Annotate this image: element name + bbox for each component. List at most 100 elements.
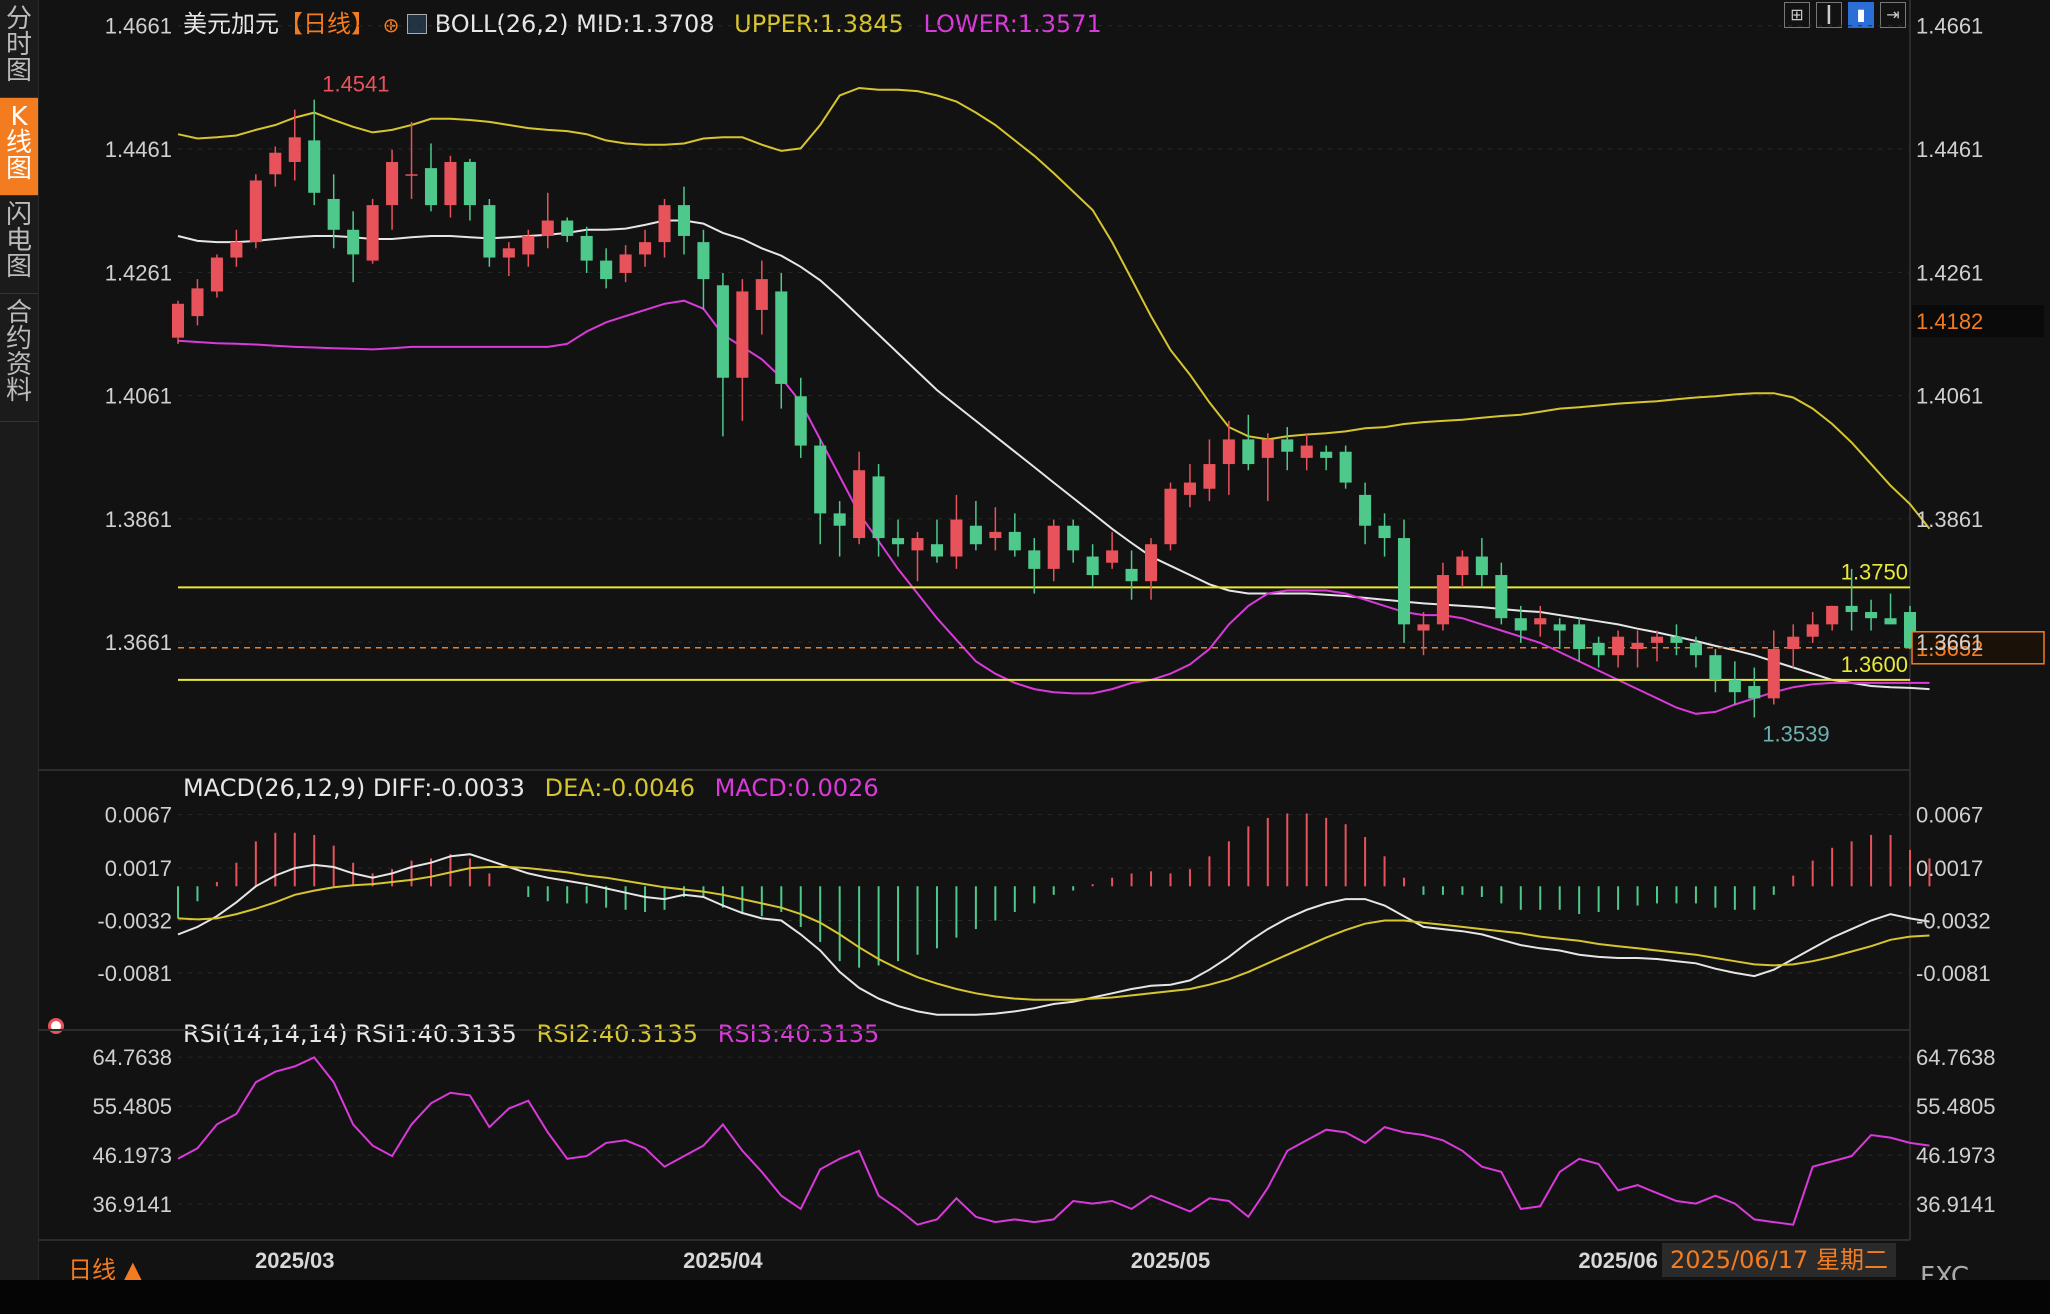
y-tick-label-left: 1.4461 — [105, 137, 172, 162]
candle — [308, 99, 321, 206]
candle — [1145, 538, 1158, 600]
candle — [327, 174, 340, 249]
y-tick-label-right: -0.0081 — [1916, 961, 1991, 986]
y-tick-label-left: 46.1973 — [92, 1143, 172, 1168]
candle-body — [1145, 544, 1158, 582]
macd-header: MACD(26,12,9) DIFF:-0.0033 DEA:-0.0046 M… — [183, 774, 879, 802]
candle — [1067, 519, 1080, 563]
candle — [1378, 513, 1391, 557]
candle — [755, 260, 768, 335]
macd-pane — [177, 813, 1931, 1016]
candle-body — [775, 291, 788, 384]
candle-body — [1106, 550, 1119, 563]
candle-body — [1047, 525, 1060, 569]
candle-body — [1339, 451, 1352, 483]
candle-body — [969, 525, 982, 545]
candle-body — [1728, 679, 1741, 693]
candle — [1261, 433, 1274, 502]
candle — [561, 217, 574, 243]
candle-body — [1397, 538, 1411, 625]
candle — [1047, 519, 1060, 582]
candle-body — [1008, 531, 1021, 551]
candle-body — [639, 242, 652, 255]
y-tick-label-right: 1.4061 — [1916, 384, 1983, 409]
last-price-label: 1.4182 — [1916, 309, 1983, 334]
candle-body — [1222, 439, 1235, 465]
tab-contract-info[interactable]: 合约资料 — [0, 294, 38, 422]
candle-body — [658, 205, 671, 243]
period-selector[interactable]: 日线 ▲ — [68, 1256, 143, 1284]
tab-kline[interactable]: K线图 — [0, 98, 38, 196]
candle — [1806, 612, 1819, 643]
candle — [191, 279, 204, 326]
candle — [1028, 538, 1041, 594]
macd-diff-line — [177, 853, 1930, 1016]
candle-body — [1417, 624, 1430, 631]
candle — [639, 229, 652, 267]
candle — [1728, 661, 1741, 705]
candle-body — [1067, 525, 1080, 551]
candle-body — [366, 205, 379, 261]
boll-mid-line — [177, 219, 1930, 691]
chart-header: 美元加元【日线】 ⊕ BOLL(26,2) MID:1.3708 UPPER:1… — [183, 4, 1102, 39]
candle-body — [1203, 464, 1216, 489]
candle-body — [1767, 649, 1780, 699]
candle — [269, 146, 282, 187]
candle — [1300, 433, 1313, 471]
current-price-box — [1911, 631, 2045, 665]
candle-body — [1456, 556, 1469, 576]
candle-body — [1534, 618, 1547, 625]
y-tick-label-left: 64.7638 — [92, 1045, 172, 1070]
candle-icon[interactable]: ┃ — [1816, 2, 1842, 28]
instrument-name: 美元加元 — [183, 10, 279, 38]
add-indicator-icon[interactable]: ⊕ — [382, 13, 400, 37]
low-annotation: 1.3539 — [1762, 721, 1829, 746]
grid-icon[interactable]: ⊞ — [1784, 2, 1810, 28]
candle-body — [1573, 624, 1586, 650]
y-tick-label-right: -0.0032 — [1916, 909, 1991, 934]
candle — [1709, 649, 1722, 693]
candle-body — [1281, 439, 1294, 452]
candle-body — [1845, 605, 1858, 613]
boll-upper-value: UPPER:1.3845 — [734, 10, 904, 38]
candle — [386, 149, 399, 230]
export-icon[interactable]: ⇥ — [1880, 2, 1906, 28]
tab-flash[interactable]: 闪电图 — [0, 196, 38, 294]
candle-body — [600, 260, 613, 280]
candle-body — [386, 161, 399, 206]
candle — [1573, 618, 1586, 662]
y-tick-label-right: 36.9141 — [1916, 1192, 1996, 1217]
candle-body — [191, 288, 204, 317]
candle — [1748, 667, 1761, 718]
candle-body — [872, 476, 885, 539]
y-tick-label-right: 1.4261 — [1916, 260, 1983, 285]
candle — [1845, 568, 1858, 631]
candle-body — [1028, 550, 1041, 569]
macd-dea: DEA:-0.0046 — [544, 774, 695, 802]
rsi-name: RSI(14,14,14) — [183, 1020, 348, 1048]
candle-body — [580, 235, 593, 261]
y-tick-label-left: 0.0017 — [105, 856, 172, 881]
candle — [1164, 482, 1177, 551]
candle — [1689, 636, 1702, 668]
candle — [892, 519, 905, 557]
candle — [1826, 605, 1839, 631]
candle-body — [1884, 618, 1897, 625]
kline-chart[interactable]: 1.3750 1.3600 1.4541 1.3539 1.4182 1.3652 1.4… — [38, 0, 2050, 1280]
candle-body — [1631, 642, 1644, 650]
crosshair-date-badge: 2025/06/17 星期二 — [1662, 1243, 1896, 1277]
boll-lower-value: LOWER:1.3571 — [923, 10, 1102, 38]
level-label: 1.3600 — [1841, 652, 1908, 677]
y-tick-label-right: 1.4461 — [1916, 137, 1983, 162]
candle — [288, 109, 301, 181]
y-tick-label-right: 64.7638 — [1916, 1045, 1996, 1070]
candle — [736, 279, 749, 421]
bar-active-icon[interactable]: ▮ — [1848, 2, 1874, 28]
y-tick-label-right: 1.3861 — [1916, 507, 1983, 532]
y-tick-label-left: 36.9141 — [92, 1192, 172, 1217]
tab-timeshare[interactable]: 分时图 — [0, 0, 38, 98]
period-tag: 【日线】 — [279, 10, 375, 38]
candle-body — [1865, 612, 1878, 619]
macd-diff: DIFF:-0.0033 — [372, 774, 525, 802]
x-tick-label: 2025/04 — [683, 1248, 763, 1273]
